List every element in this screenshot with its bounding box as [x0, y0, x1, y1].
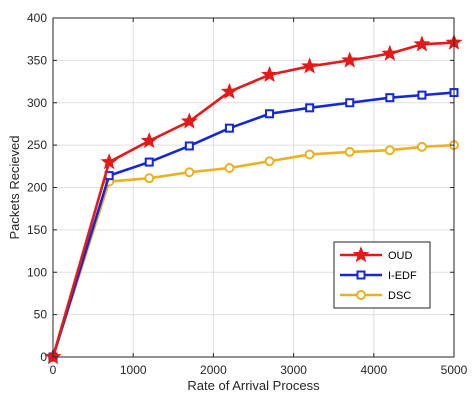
y-tick-label: 250 [27, 138, 47, 152]
data-point-oud [341, 51, 359, 68]
data-point-i-edf [265, 109, 275, 119]
data-point-oud [220, 82, 238, 99]
y-axis-label: Packets Recieved [7, 135, 22, 239]
data-point-i-edf [144, 157, 154, 167]
data-point-dsc [384, 145, 395, 156]
grid-lines [53, 18, 454, 357]
data-point-dsc [264, 156, 275, 167]
data-point-oud [301, 57, 319, 74]
data-point-i-edf [345, 98, 355, 108]
x-tick-label: 4000 [360, 363, 387, 377]
data-point-i-edf [184, 141, 194, 151]
x-tick-label: 1000 [120, 363, 147, 377]
data-point-oud [413, 35, 431, 52]
data-point-oud [180, 112, 198, 129]
legend-label-oud: OUD [388, 250, 413, 262]
data-point-oud [261, 65, 278, 82]
data-point-i-edf [417, 90, 427, 100]
data-point-dsc [144, 173, 155, 184]
x-tick-label: 0 [50, 363, 57, 377]
legend-marker-i-edf [356, 270, 366, 280]
data-point-i-edf [385, 93, 395, 103]
y-tick-label: 0 [40, 350, 47, 364]
y-tick-label: 100 [27, 265, 47, 279]
legend-label-dsc: DSC [388, 290, 411, 302]
y-tick-label: 50 [34, 308, 48, 322]
legend: OUD I-EDF DSC [333, 241, 431, 309]
data-point-oud [140, 131, 158, 149]
y-tick-label: 300 [27, 96, 47, 110]
x-tick-label: 2000 [200, 363, 227, 377]
y-tick-label: 350 [27, 53, 47, 67]
data-point-i-edf [305, 103, 315, 113]
data-point-oud [381, 44, 399, 61]
data-point-dsc [184, 167, 195, 178]
data-point-dsc [344, 146, 355, 157]
legend-label-i-edf: I-EDF [388, 270, 417, 282]
data-point-dsc [224, 163, 235, 174]
data-point-dsc [304, 149, 315, 160]
legend-marker-oud [352, 246, 370, 263]
legend-marker-dsc [356, 290, 366, 300]
x-tick-label: 5000 [441, 363, 468, 377]
y-tick-label: 200 [27, 181, 47, 195]
y-tick-label: 400 [27, 11, 47, 25]
data-point-dsc [416, 141, 427, 152]
data-point-oud [100, 153, 118, 170]
y-tick-label: 150 [27, 223, 47, 237]
series-layer [44, 33, 463, 365]
data-point-i-edf [224, 123, 234, 133]
x-axis-label: Rate of Arrival Process [187, 378, 320, 393]
axis-ticks: 0 1000 2000 3000 4000 5000 0 50 100 150 200 250 300 3… [27, 11, 468, 377]
x-tick-label: 3000 [280, 363, 307, 377]
